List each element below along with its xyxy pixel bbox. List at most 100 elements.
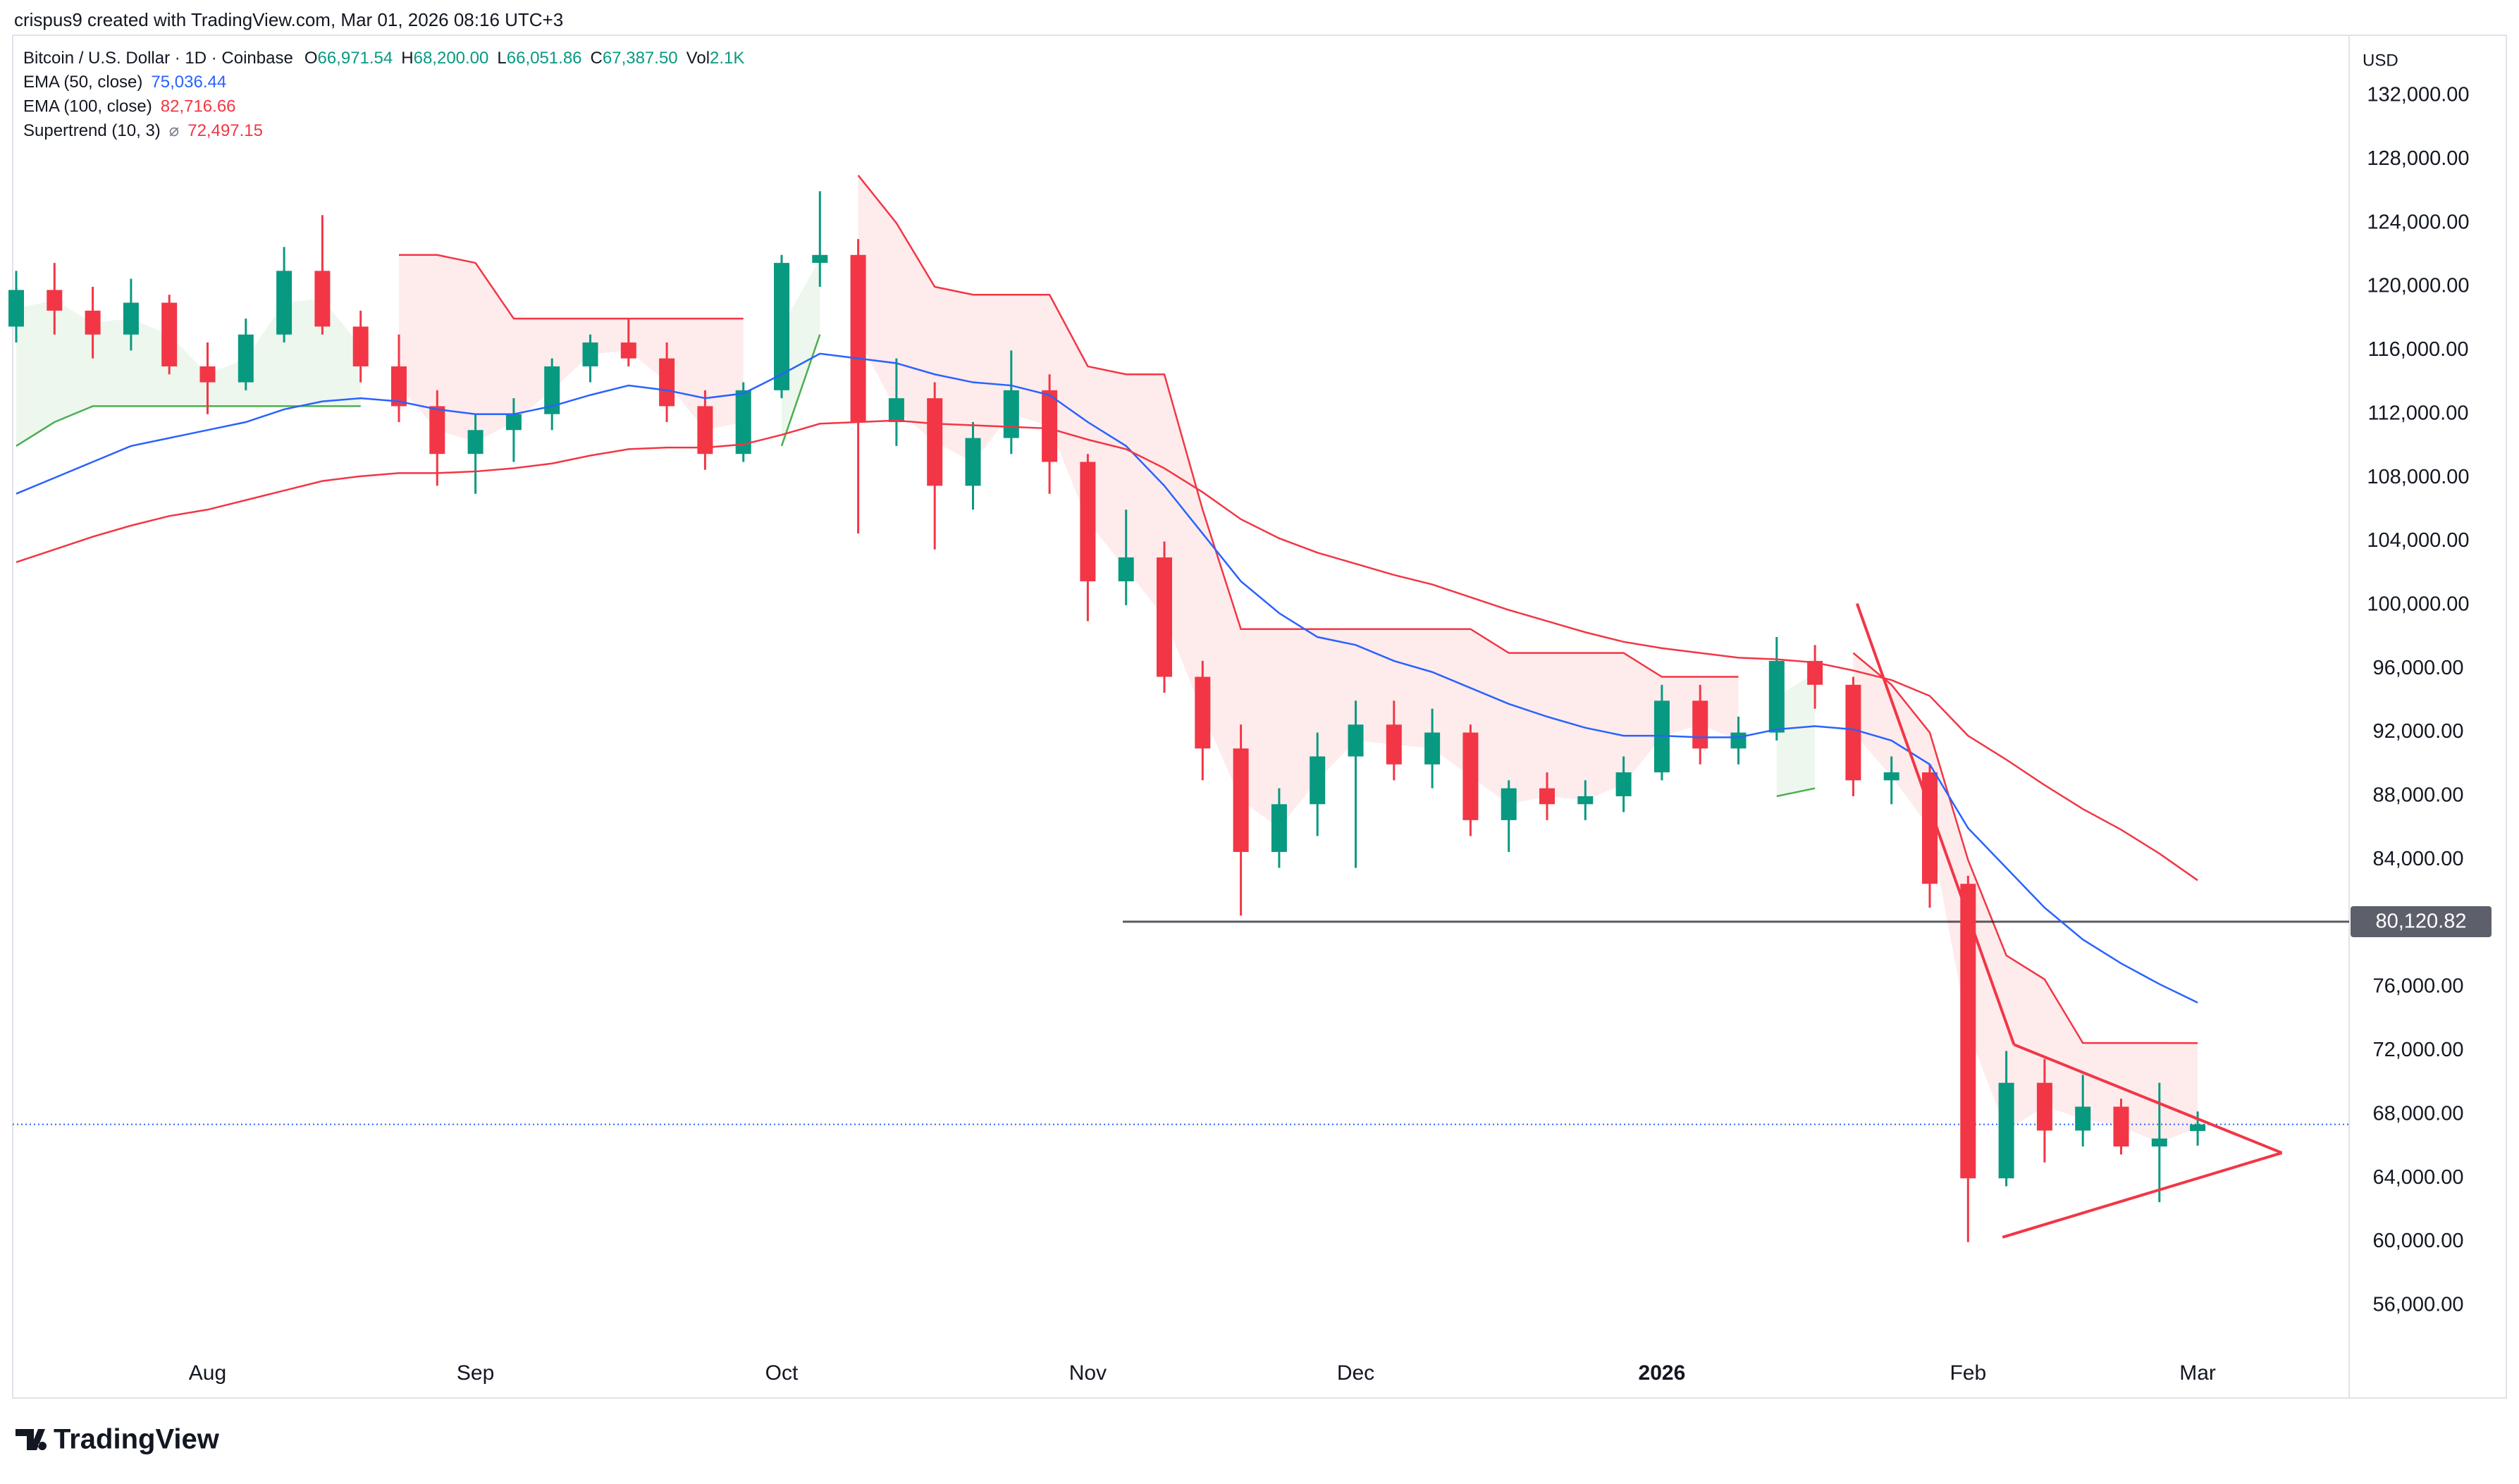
candle-body (2113, 1106, 2129, 1147)
x-tick-label: Feb (1950, 1361, 1986, 1385)
y-tick-label: 64,000.00 (2372, 1166, 2463, 1189)
y-tick-label: 108,000.00 (2367, 466, 2469, 488)
legend-symbol: ⌀ (169, 121, 179, 140)
symbol-line: Bitcoin / U.S. Dollar · 1D · Coinbase O66… (23, 49, 744, 68)
candle-body (735, 390, 751, 455)
candle-body (1883, 772, 1899, 781)
ema-line (16, 419, 2198, 882)
ohlc-key: C (591, 49, 603, 68)
legend-value: 72,497.15 (187, 121, 263, 140)
y-tick-label: 88,000.00 (2372, 784, 2463, 807)
candle-body (697, 406, 713, 455)
legend-item: EMA (50, close) 75,036.44 (23, 73, 226, 92)
candle-body (1271, 804, 1287, 853)
candle-body (1042, 390, 1058, 462)
y-tick-label: 68,000.00 (2372, 1102, 2463, 1125)
candle-body (1386, 724, 1402, 765)
y-tick-label: 60,000.00 (2372, 1230, 2463, 1252)
x-tick-label: Nov (1069, 1361, 1107, 1385)
ohlc-value: 66,971.54 (317, 49, 393, 68)
candle-body (238, 334, 254, 383)
y-tick-label: 116,000.00 (2368, 338, 2469, 361)
candle-body (812, 254, 828, 264)
y-tick-label: 128,000.00 (2367, 147, 2469, 170)
candle-body (1768, 660, 1785, 733)
supertrend-fill (399, 254, 744, 443)
candle-body (888, 398, 904, 423)
candle-body (1310, 756, 1326, 805)
candle-body (1692, 700, 1708, 749)
candle-body (429, 406, 445, 455)
candle-body (47, 290, 63, 311)
ohlc-value: 67,387.50 (603, 49, 678, 68)
candle-body (965, 438, 981, 486)
ohlc-key: H (401, 49, 413, 68)
x-tick-label: Sep (457, 1361, 494, 1385)
candle-body (505, 414, 522, 431)
x-tick-label: Aug (189, 1361, 226, 1385)
candle-body (1195, 676, 1211, 749)
legend-value: 82,716.66 (161, 97, 236, 116)
candle-body (1998, 1082, 2014, 1179)
candle-body (620, 342, 636, 359)
ohlc-key: Vol (686, 49, 710, 68)
legend-item: Supertrend (10, 3) ⌀ 72,497.15 (23, 121, 263, 140)
candle-body (85, 310, 101, 335)
candle-body (2151, 1138, 2167, 1147)
supertrend-line (857, 175, 1739, 678)
candle-body (1080, 462, 1096, 581)
y-tick-label: 96,000.00 (2372, 657, 2463, 679)
x-tick-label: 2026 (1639, 1361, 1686, 1385)
ema-line (16, 352, 2198, 1003)
candle-body (659, 358, 675, 407)
x-tick-label: Dec (1337, 1361, 1374, 1385)
supertrend-fill (16, 298, 361, 446)
candle-body (1807, 660, 1823, 685)
credit: crispus9 created with TradingView.com, M… (14, 9, 563, 30)
supertrend-fill (1853, 653, 2198, 1143)
candle-body (1501, 788, 1517, 820)
candle-body (276, 271, 292, 335)
candle-body (161, 302, 178, 366)
y-tick-label: 132,000.00 (2367, 84, 2469, 106)
y-tick-label: 120,000.00 (2367, 275, 2469, 297)
candle-body (314, 271, 331, 327)
x-tick-label: Mar (2179, 1361, 2216, 1385)
candle-body (352, 326, 369, 366)
candle-body (927, 398, 943, 486)
legend: Bitcoin / U.S. Dollar · 1D · Coinbase O66… (23, 49, 744, 140)
supertrend-line (399, 254, 744, 320)
candle-body (1462, 732, 1479, 820)
trendline (2013, 1043, 2283, 1154)
supertrend-fill (1776, 672, 1816, 796)
ohlc-value: 66,051.86 (507, 49, 582, 68)
x-tick-label: Oct (765, 1361, 799, 1385)
candle-body (123, 302, 139, 335)
y-tick-label: 56,000.00 (2372, 1294, 2463, 1316)
supertrend-fill (858, 175, 1739, 829)
ohlc-key: O (304, 49, 318, 68)
currency: USD (2363, 51, 2398, 70)
candle-body (1157, 557, 1172, 677)
y-tick-label: 124,000.00 (2367, 211, 2469, 233)
frame (12, 35, 2507, 1399)
candle-body (1539, 788, 1555, 805)
candle-body (8, 290, 24, 327)
candle-body (1960, 884, 1976, 1179)
legend-name: Supertrend (10, 3) (23, 121, 161, 140)
supertrend-fill (782, 259, 820, 446)
candle-body (1003, 390, 1019, 438)
trendline (1855, 602, 2016, 1046)
candle-body (391, 366, 407, 407)
y-tick-label: 76,000.00 (2372, 975, 2463, 998)
candle-body (199, 366, 216, 383)
level-label: 80,120.82 (2375, 910, 2466, 933)
candle-body (1615, 772, 1632, 796)
candle-body (1730, 732, 1747, 749)
candle-body (850, 254, 866, 423)
y-tick-label: 84,000.00 (2372, 848, 2463, 870)
plot-area (8, 175, 2349, 1242)
brand-name: TradingView (54, 1424, 220, 1455)
